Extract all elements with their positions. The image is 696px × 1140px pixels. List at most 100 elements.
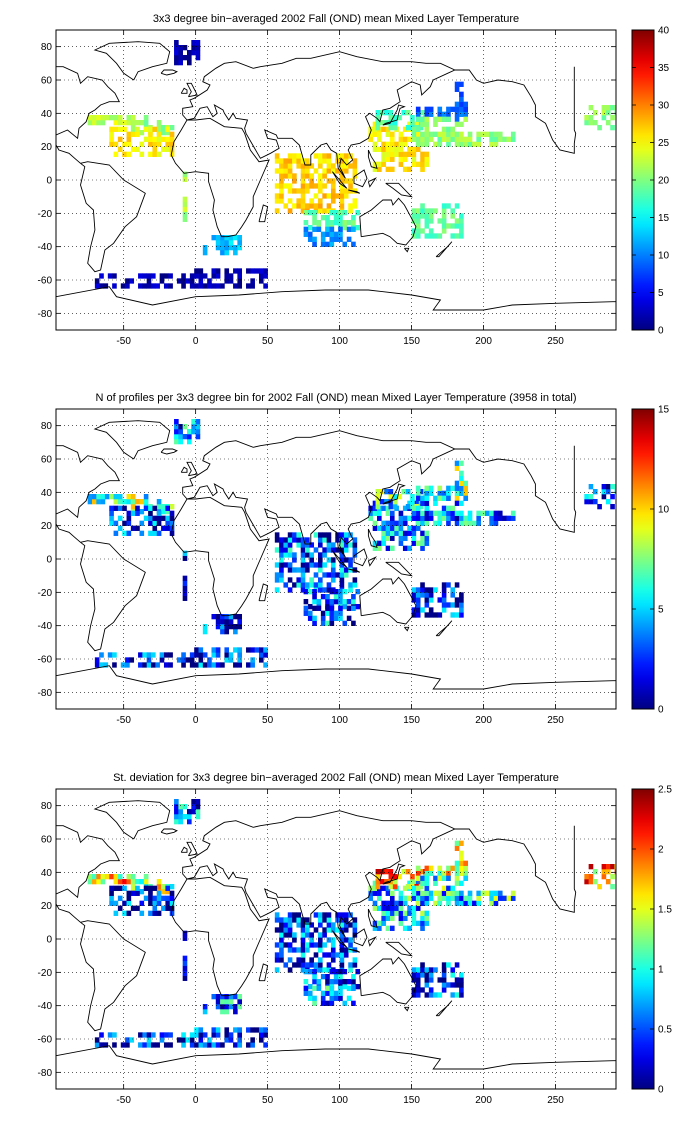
data-cell	[182, 45, 188, 51]
data-cell	[126, 515, 132, 521]
data-cell	[320, 995, 326, 1001]
data-cell	[420, 967, 425, 973]
data-cell	[138, 1042, 143, 1048]
data-cell	[389, 141, 395, 147]
data-cell	[372, 905, 378, 911]
data-cell	[450, 982, 456, 988]
data-cell	[117, 136, 123, 142]
data-cell	[377, 925, 382, 931]
data-cell	[415, 500, 421, 506]
data-cell	[420, 166, 425, 172]
data-cell	[326, 203, 332, 209]
data-cell	[126, 895, 132, 901]
data-cell	[318, 153, 323, 159]
data-cell	[320, 610, 326, 616]
data-cell	[450, 223, 456, 229]
data-cell	[424, 530, 430, 536]
data-cell	[375, 884, 381, 890]
data-cell	[169, 884, 175, 890]
data-cell	[120, 1042, 126, 1048]
data-cell	[148, 505, 153, 511]
data-cell	[287, 957, 293, 963]
data-cell	[296, 158, 302, 164]
coastline	[359, 197, 417, 246]
x-tick-label: 0	[193, 1095, 199, 1106]
data-cell	[143, 136, 149, 142]
data-cell	[424, 116, 430, 122]
data-cell	[233, 250, 238, 256]
data-cell	[348, 582, 353, 588]
data-cell	[303, 220, 309, 226]
data-cell	[330, 562, 336, 568]
data-cell	[377, 146, 382, 152]
data-cell	[329, 231, 335, 237]
data-cell	[126, 120, 132, 126]
x-tick-label: 150	[403, 336, 420, 347]
data-cell	[113, 126, 119, 132]
x-tick-label: 50	[262, 1095, 274, 1106]
data-cell	[322, 917, 327, 923]
data-cell	[287, 927, 293, 933]
data-cell	[424, 505, 430, 511]
data-cell	[348, 208, 353, 214]
data-cell	[156, 520, 162, 526]
data-cell	[305, 203, 310, 209]
data-cell	[420, 151, 425, 157]
data-cell	[459, 855, 464, 861]
data-cell	[182, 555, 188, 561]
data-cell	[394, 520, 399, 526]
data-cell	[355, 969, 361, 975]
data-cell	[375, 125, 381, 131]
data-cell	[191, 50, 196, 56]
data-cell	[493, 520, 499, 526]
data-cell	[437, 510, 443, 516]
data-cell	[377, 895, 382, 901]
data-cell	[385, 525, 391, 531]
data-cell	[318, 587, 323, 593]
data-cell	[211, 652, 217, 658]
data-cell	[424, 106, 430, 112]
data-cell	[381, 156, 386, 162]
data-cell	[161, 130, 166, 136]
data-cell	[352, 577, 358, 583]
data-cell	[343, 163, 349, 169]
data-cell	[326, 547, 332, 553]
data-cell	[130, 125, 136, 131]
x-tick-label: 100	[331, 1095, 348, 1106]
data-cell	[279, 193, 284, 199]
data-cell	[454, 233, 460, 239]
data-cell	[318, 173, 323, 179]
data-cell	[352, 582, 358, 588]
data-cell	[489, 890, 494, 896]
data-cell	[215, 619, 221, 625]
data-cell	[215, 1004, 221, 1010]
data-cell	[113, 874, 119, 880]
data-cell	[401, 869, 407, 875]
data-cell	[467, 900, 473, 906]
data-cell	[411, 992, 417, 998]
data-cell	[450, 885, 456, 891]
data-cell	[493, 136, 499, 142]
data-cell	[424, 510, 430, 516]
data-cell	[224, 250, 230, 256]
data-cell	[161, 895, 166, 901]
data-cell	[287, 967, 293, 973]
data-cell	[296, 947, 302, 953]
data-cell	[187, 439, 192, 445]
data-cell	[182, 814, 188, 820]
data-cell	[138, 273, 143, 279]
data-cell	[182, 216, 188, 222]
data-cell	[339, 532, 345, 538]
data-cell	[424, 972, 430, 978]
data-cell	[143, 505, 149, 511]
data-cell	[339, 198, 345, 204]
data-cell	[441, 982, 447, 988]
data-cell	[325, 610, 330, 616]
data-cell	[228, 273, 234, 279]
data-cell	[343, 547, 349, 553]
data-cell	[139, 141, 145, 147]
data-cell	[420, 116, 425, 122]
data-cell	[463, 900, 469, 906]
data-cell	[100, 879, 106, 885]
data-cell	[441, 597, 447, 603]
